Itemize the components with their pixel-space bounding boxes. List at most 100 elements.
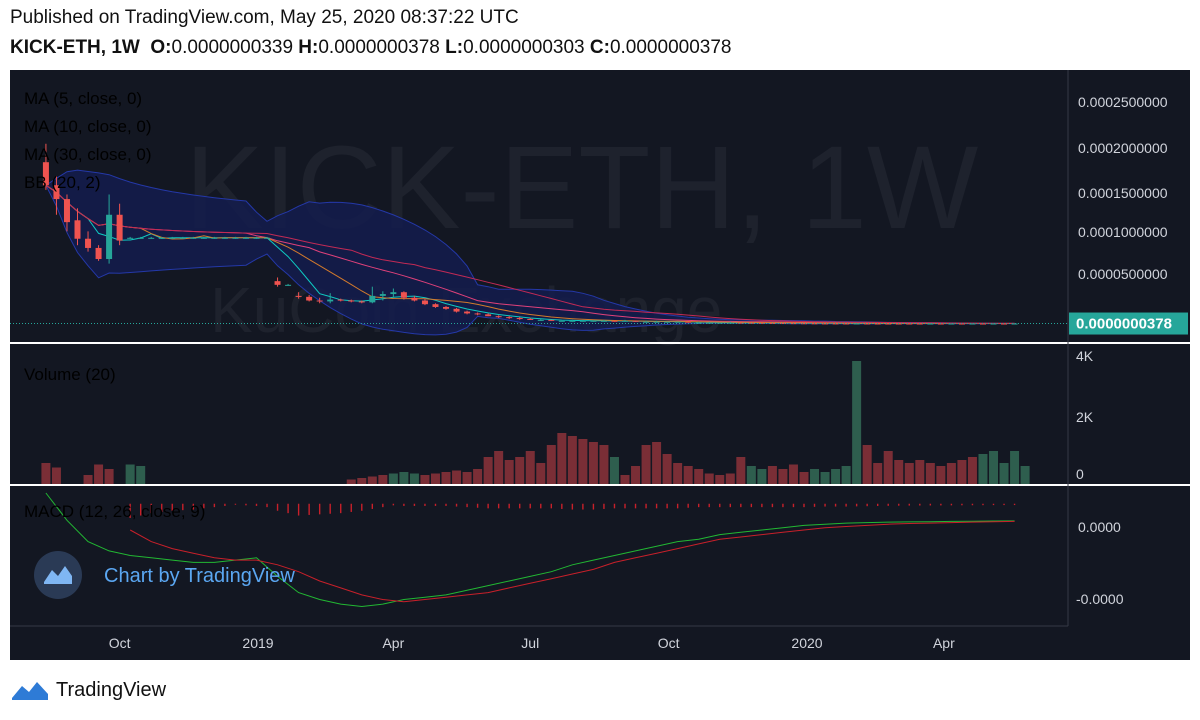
volume-bar — [462, 472, 472, 484]
volume-bar — [378, 475, 388, 484]
candle-body — [390, 292, 397, 295]
candle-body — [95, 247, 102, 260]
volume-bar — [452, 470, 462, 484]
candle-body — [611, 320, 618, 322]
candle-body — [685, 321, 692, 323]
candle-body — [779, 323, 786, 325]
time-tick-label: Jul — [521, 635, 539, 651]
candle-body — [42, 162, 49, 186]
volume-bar — [746, 466, 756, 484]
volume-bar — [504, 460, 514, 484]
candle-body — [327, 299, 334, 302]
time-axis[interactable]: Oct 2019 Apr Jul Oct 2020 Apr — [109, 635, 955, 651]
volume-bar — [409, 473, 419, 484]
legend-volume[interactable]: Volume (20) — [24, 365, 116, 384]
volume-bar — [894, 460, 904, 484]
volume-bar — [357, 478, 367, 484]
candle-body — [432, 304, 439, 307]
volume-bar — [536, 463, 546, 484]
volume-bars — [41, 361, 1030, 484]
volume-bar — [483, 457, 493, 484]
open-label: O: — [150, 37, 172, 58]
time-tick-label: Oct — [109, 635, 131, 651]
volume-bar — [873, 463, 883, 484]
price-tick-label: 0.0001500000 — [1078, 185, 1168, 201]
time-tick-label: Apr — [933, 635, 955, 651]
chart-svg[interactable]: KICK-ETH, 1W KuCoin Exchange 0.000000037… — [10, 70, 1190, 660]
volume-bar — [831, 469, 841, 484]
candle-body — [948, 323, 955, 325]
candle-body — [411, 297, 418, 301]
volume-bar — [820, 472, 830, 484]
ohlc-line: KICK-ETH, 1W O:0.0000000339 H:0.00000003… — [10, 37, 731, 59]
volume-bar — [841, 466, 851, 484]
footer-branding[interactable]: TradingView — [10, 676, 310, 706]
legend-bb[interactable]: BB (20, 2) — [24, 173, 101, 192]
close-label: C: — [589, 37, 610, 58]
last-price-tag — [1069, 312, 1188, 335]
volume-tick-label: 4K — [1076, 348, 1094, 364]
candle-body — [127, 237, 134, 239]
legend-macd[interactable]: MACD (12, 26, close, 9) — [24, 502, 205, 521]
legend-ma10[interactable]: MA (10, close, 0) — [24, 117, 152, 136]
volume-bar — [999, 463, 1009, 484]
volume-bar — [704, 473, 714, 484]
price-tick-label: 0.0002500000 — [1078, 94, 1168, 110]
candle-body — [242, 237, 249, 239]
chart-header: Published on TradingView.com, May 25, 20… — [10, 0, 1190, 68]
volume-axis[interactable]: 4K 2K 0 — [1076, 348, 1094, 482]
volume-bar — [578, 439, 588, 484]
candle-body — [74, 220, 81, 239]
candle-body — [969, 323, 976, 325]
candle-body — [600, 320, 607, 322]
volume-bar — [799, 472, 809, 484]
tradingview-badge-icon — [34, 551, 82, 599]
volume-bar — [346, 479, 356, 484]
candle-body — [421, 300, 428, 305]
candle-body — [453, 308, 460, 312]
price-tick-label: 0.0002000000 — [1078, 140, 1168, 156]
candle-body — [464, 311, 471, 314]
macd-tick-label: -0.0000 — [1076, 591, 1124, 607]
volume-bar — [51, 467, 61, 484]
ma30-line — [45, 184, 1015, 324]
candle-body — [485, 314, 492, 317]
candle-body — [864, 323, 871, 325]
candle-body — [737, 322, 744, 324]
volume-bar — [104, 469, 114, 484]
candle-body — [137, 237, 144, 239]
chart-frame[interactable]: KICK-ETH, 1W KuCoin Exchange 0.000000037… — [10, 70, 1190, 660]
candle-body — [590, 320, 597, 322]
legend-ma5[interactable]: MA (5, close, 0) — [24, 89, 142, 108]
volume-bar — [767, 466, 777, 484]
time-tick-label: Apr — [382, 635, 404, 651]
volume-bar — [852, 361, 862, 484]
macd-axis[interactable]: 0.0000 -0.0000 — [1076, 519, 1124, 607]
candle-body — [537, 319, 544, 321]
candle-body — [1011, 323, 1018, 325]
candle-body — [337, 299, 344, 301]
symbol-label: KICK-ETH, 1W — [10, 37, 140, 58]
volume-bar — [683, 466, 693, 484]
price-axis[interactable]: 0.0002500000 0.0002000000 0.0001500000 0… — [1078, 94, 1168, 282]
volume-bar — [420, 475, 430, 484]
volume-bar — [473, 469, 483, 484]
volume-bar — [736, 457, 746, 484]
candle-body — [379, 294, 386, 296]
chart-by-tradingview-badge[interactable]: Chart by TradingView — [34, 551, 295, 599]
volume-bar — [494, 451, 504, 484]
volume-bar — [1010, 451, 1020, 484]
macd-line — [45, 492, 1015, 608]
candle-body — [474, 313, 481, 315]
legend-ma30[interactable]: MA (30, close, 0) — [24, 145, 152, 164]
candle-body — [443, 306, 450, 309]
price-tick-label: 0.0001000000 — [1078, 224, 1168, 240]
bb-fill — [45, 170, 1015, 335]
candle-body — [264, 237, 271, 239]
volume-bar — [430, 473, 440, 484]
candle-body — [63, 199, 70, 223]
candle-body — [232, 237, 239, 239]
low-value: 0.0000000303 — [463, 37, 585, 58]
candle-body — [822, 323, 829, 325]
volume-bar — [662, 454, 672, 484]
